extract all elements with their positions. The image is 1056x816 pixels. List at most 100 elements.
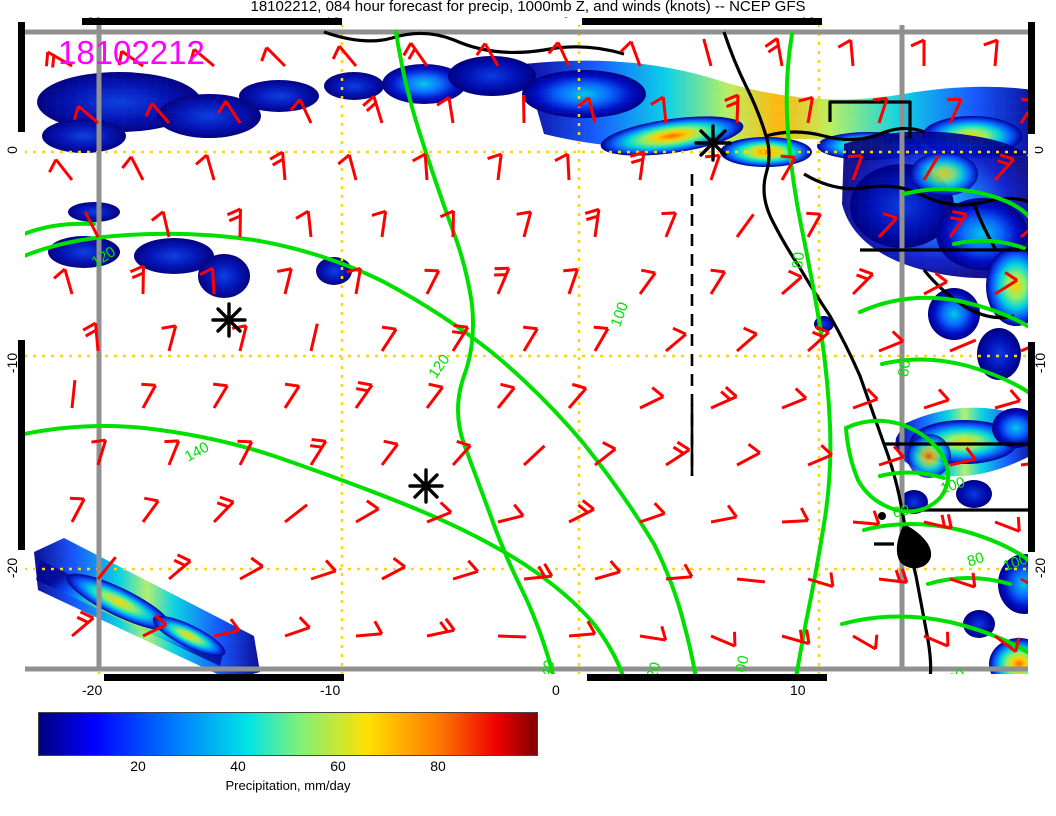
wind-barb (638, 621, 670, 642)
wind-barb (348, 496, 381, 524)
wind-barb (81, 321, 100, 354)
wind-barb (735, 577, 767, 584)
wind-barb (704, 383, 739, 410)
wind-barb (118, 155, 145, 188)
wind-barb (702, 37, 713, 68)
wind-barb (225, 207, 242, 239)
figure-title: 18102212, 084 hour forecast for precip, … (250, 0, 806, 15)
wind-barb (486, 378, 516, 410)
wind-barb (374, 553, 407, 581)
wind-barb (909, 38, 926, 68)
wind-barb (59, 491, 86, 524)
wind-barb (762, 36, 784, 70)
contour-label: 80 (965, 549, 986, 570)
wind-barb (496, 634, 528, 639)
wind-barb (801, 441, 834, 467)
wind-barb (359, 94, 384, 129)
wind-barb (707, 502, 739, 524)
wind-barb (268, 150, 287, 183)
wind-barb (989, 386, 1022, 410)
contour-label: 100 (938, 474, 967, 498)
wind-barb (70, 378, 77, 410)
wind-barb (780, 622, 814, 646)
wind-barb (343, 376, 374, 410)
wind-barb (130, 377, 158, 410)
wind-barb (353, 619, 384, 638)
axis-band-bottom (22, 674, 1034, 681)
contour-label: 100 (608, 300, 633, 329)
coastlines (323, 30, 1034, 678)
precipitation-field (34, 56, 1034, 678)
axis-band-top (22, 18, 1034, 25)
wind-barb (627, 263, 657, 296)
colorbar-tick-0: 20 (130, 758, 146, 774)
wind-barb (130, 491, 160, 524)
wind-barb (410, 152, 429, 183)
station-markers (211, 124, 732, 504)
wind-barb (632, 383, 665, 410)
wind-barb (201, 377, 229, 410)
wind-barb (298, 432, 328, 467)
contour-label: 120 (641, 660, 665, 678)
wind-barb (309, 322, 319, 353)
wind-barb (484, 261, 511, 296)
wind-barb (335, 153, 358, 185)
wind-barb (657, 437, 691, 467)
wind-barb (509, 207, 533, 239)
colorbar: 20 40 60 80 Precipitation, mm/day (38, 712, 538, 793)
wind-barb (441, 435, 472, 467)
wind-barb (847, 385, 879, 410)
wind-barb (369, 320, 398, 353)
wind-barb (270, 264, 293, 296)
wind-barb (370, 434, 400, 467)
wind-barb (735, 212, 755, 239)
wind-barb (44, 158, 74, 190)
wind-barb (415, 377, 445, 410)
colorbar-tick-3: 80 (430, 758, 446, 774)
contour-label: 140 (182, 439, 212, 466)
colorbar-tick-1: 40 (230, 758, 246, 774)
plot-clip: 1201401201401201001008080100608010080100 (24, 24, 1034, 678)
wind-barb (272, 377, 301, 410)
wind-barb (729, 439, 762, 467)
axis-band-left (18, 22, 25, 678)
map-canvas: 1201401201401201001008080100608010080100 (24, 24, 1034, 678)
wind-barb (652, 206, 678, 239)
wind-barb (589, 557, 622, 581)
axis-band-right (1028, 22, 1035, 678)
wind-barb (726, 322, 759, 353)
height-contours (24, 30, 1034, 678)
wind-barb (872, 327, 905, 353)
axis-tick-bottom-1: -10 (320, 682, 341, 698)
contour-label: 100 (731, 654, 753, 678)
wind-barb (842, 263, 875, 296)
wind-barb (447, 557, 480, 581)
wind-barb (553, 152, 571, 183)
wind-barb (779, 506, 810, 524)
wind-barb (128, 264, 145, 296)
wind-barb (413, 263, 441, 296)
wind-barb (836, 38, 855, 69)
axis-tick-bottom-0: -20 (82, 682, 103, 698)
wind-barb (155, 434, 181, 467)
wind-barb (483, 151, 503, 182)
wind-barb (656, 322, 688, 353)
wind-barb (154, 321, 178, 353)
axis-tick-bottom-2: 0 (552, 682, 560, 698)
wind-barb (440, 318, 470, 353)
wind-barb (918, 386, 951, 410)
wind-barb (555, 263, 579, 296)
contour-label: 80 (789, 251, 808, 270)
wind-barb (422, 615, 456, 638)
wind-barb (582, 320, 610, 353)
wind-barb (948, 338, 978, 353)
wind-barb (698, 263, 727, 296)
wind-barb (279, 613, 312, 638)
wind-barb (851, 623, 884, 651)
wind-barb (493, 501, 525, 524)
wind-barb (255, 46, 287, 77)
colorbar-gradient (38, 712, 538, 756)
map-panel: 1201401201401201001008080100608010080100 (22, 22, 1034, 678)
wind-barb (511, 320, 539, 353)
